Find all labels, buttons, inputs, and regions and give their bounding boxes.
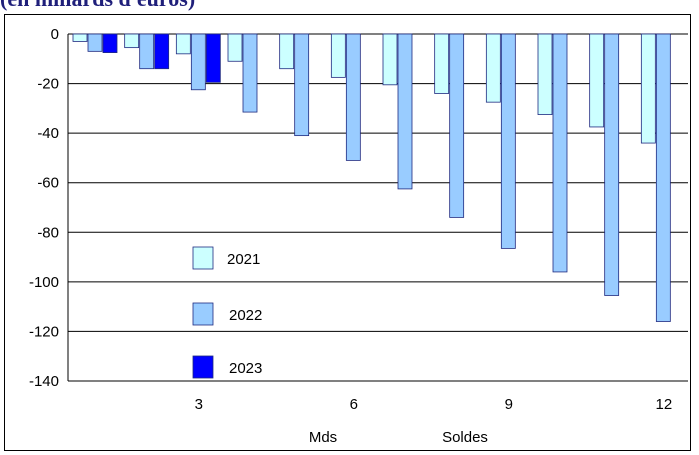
bar-2021-4 xyxy=(227,33,243,62)
y-tick-label: -40 xyxy=(37,125,59,142)
bar-2022-3 xyxy=(190,33,206,91)
y-tick-label: -140 xyxy=(29,373,59,390)
bar-2021-2 xyxy=(124,33,140,49)
bar-2022-2 xyxy=(139,33,155,70)
legend: 2021 2022 2023 xyxy=(192,246,262,379)
x-tick-label: 3 xyxy=(195,396,203,413)
chart-title-partial: (en miliards d'euros) xyxy=(0,0,195,12)
y-tick-label: -60 xyxy=(37,175,59,192)
x-tick-label: 12 xyxy=(655,396,672,413)
bar-2022-7 xyxy=(397,33,413,190)
x-axis-label-soldes: Soldes xyxy=(442,429,488,446)
legend-swatch-2022 xyxy=(192,302,214,326)
bar-2023-3 xyxy=(205,33,221,83)
bar-2022-8 xyxy=(449,33,465,218)
bar-2021-7 xyxy=(382,33,398,86)
chart-frame: 0 -20 -40 -60 -80 -100 -120 -140 3 6 9 12 2021 2022 2… xyxy=(4,14,691,451)
y-tick-label: -80 xyxy=(37,224,59,241)
x-tick-label: 6 xyxy=(350,396,358,413)
bar-2021-3 xyxy=(175,33,191,55)
x-tick-label: 9 xyxy=(505,396,513,413)
bar-2022-10 xyxy=(552,33,568,273)
y-tick-label: -20 xyxy=(37,76,59,93)
bar-2022-1 xyxy=(87,33,103,52)
bar-2022-5 xyxy=(294,33,310,137)
axis-layer: 0 -20 -40 -60 -80 -100 -120 -140 3 6 9 12 xyxy=(29,26,672,413)
bar-2021-11 xyxy=(589,33,605,128)
legend-label-2022: 2022 xyxy=(229,307,262,324)
bar-2023-1 xyxy=(102,33,118,53)
legend-swatch-2023 xyxy=(192,355,214,379)
bar-2021-1 xyxy=(72,33,88,42)
grid-layer xyxy=(68,33,688,382)
bar-2022-11 xyxy=(604,33,620,296)
bar-2022-9 xyxy=(500,33,516,249)
bar-2021-6 xyxy=(330,33,346,78)
x-axis-label-mds: Mds xyxy=(309,429,337,446)
y-tick-label: -100 xyxy=(29,274,59,291)
legend-label-2021: 2021 xyxy=(227,251,260,268)
bar-2022-6 xyxy=(345,33,361,161)
y-tick-label: 0 xyxy=(51,26,59,43)
legend-label-2023: 2023 xyxy=(229,360,262,377)
bar-2022-4 xyxy=(242,33,258,113)
legend-swatch-2021 xyxy=(192,246,214,270)
y-tick-label: -120 xyxy=(29,323,59,340)
bars-layer xyxy=(72,33,671,322)
bar-2021-5 xyxy=(279,33,295,70)
bar-2022-12 xyxy=(655,33,671,322)
bar-2021-9 xyxy=(485,33,501,103)
bar-2023-2 xyxy=(154,33,170,70)
bar-2021-8 xyxy=(434,33,450,94)
bar-2021-12 xyxy=(640,33,656,144)
bar-2021-10 xyxy=(537,33,553,115)
